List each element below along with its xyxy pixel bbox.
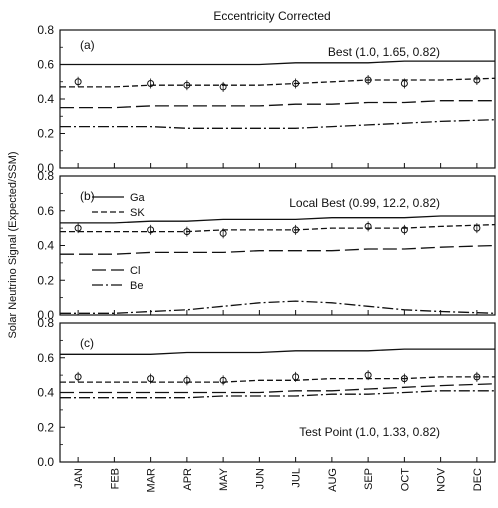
x-tick-label: APR [182,468,194,491]
x-tick-label: NOV [436,467,448,492]
y-tick-label: 0.8 [37,316,54,330]
series-line-long-dash [60,383,496,394]
series-line-dash-dot [60,300,496,314]
series-line-long-dash [60,244,496,255]
series-line-solid [60,348,495,355]
y-tick-label: 0.2 [37,273,54,287]
x-tick-label: MAR [146,468,158,493]
x-tick-label: FEB [109,468,121,489]
y-tick-label: 0.4 [37,386,54,400]
x-tick-label: DEC [472,468,484,491]
y-tick-label: 0.4 [37,239,54,253]
x-tick-label: OCT [399,468,411,492]
legend-label-be: Be [130,280,143,292]
series-line-long-dash [60,100,495,109]
x-tick-label: JAN [73,468,85,489]
y-tick-label: 0.2 [37,420,54,434]
x-tick-label: SEP [363,468,375,490]
series-line-dash-dot [60,390,495,399]
panel-3: 0.0 0.2 0.4 0.6 0.8 (c) Test Point (1.0, 1.33,… [37,316,496,493]
series-line-solid [60,215,495,224]
figure-title: Eccentricity Corrected [213,9,330,23]
panel-2: 0.0 0.2 0.4 0.6 0.8 (b) Local Best (0.99, 12.2… [37,169,496,322]
y-tick-label: 0.0 [37,455,54,469]
panel-label: (b) [80,189,95,203]
panel-1: 0.0 0.2 0.4 0.6 0.8 (a) Best (1.0, 1.65, 0.82) [37,23,496,175]
legend-label-ga: Ga [130,192,146,204]
x-tick-label: MAY [218,467,230,491]
chart-panels: 0.0 0.2 0.4 0.6 0.8 (a) Best (1.0, 1.65, 0.82)… [37,23,496,493]
legend-label-cl: Cl [130,265,140,277]
series-line-short-dash [60,223,496,233]
x-tick-label: JUN [254,468,266,489]
y-tick-label: 0.2 [37,127,54,141]
panel-label: (a) [80,38,95,52]
y-tick-label: 0.4 [37,92,54,106]
y-axis-label: Solar Neutrino Signal (Expected/SSM) [7,151,19,338]
y-tick-label: 0.8 [37,169,54,183]
legend-label-sk: SK [130,207,145,219]
y-tick-label: 0.6 [37,351,54,365]
panel-annotation: Best (1.0, 1.65, 0.82) [328,45,440,59]
panel-label: (c) [80,336,94,350]
x-tick-label: JUL [291,468,303,488]
x-tick-label: AUG [327,468,339,492]
y-tick-label: 0.6 [37,204,54,218]
panel-annotation: Local Best (0.99, 12.2, 0.82) [289,196,440,210]
series-line-dash-dot [60,119,496,129]
y-tick-label: 0.0 [37,161,54,175]
series-line-short-dash [60,376,495,383]
y-tick-label: 0.6 [37,58,54,72]
y-tick-label: 0.8 [37,23,54,37]
y-tick-label: 0.0 [37,308,54,322]
series-line-short-dash [60,77,496,88]
series-line-solid [60,60,495,66]
panel-annotation: Test Point (1.0, 1.33, 0.82) [299,425,440,439]
